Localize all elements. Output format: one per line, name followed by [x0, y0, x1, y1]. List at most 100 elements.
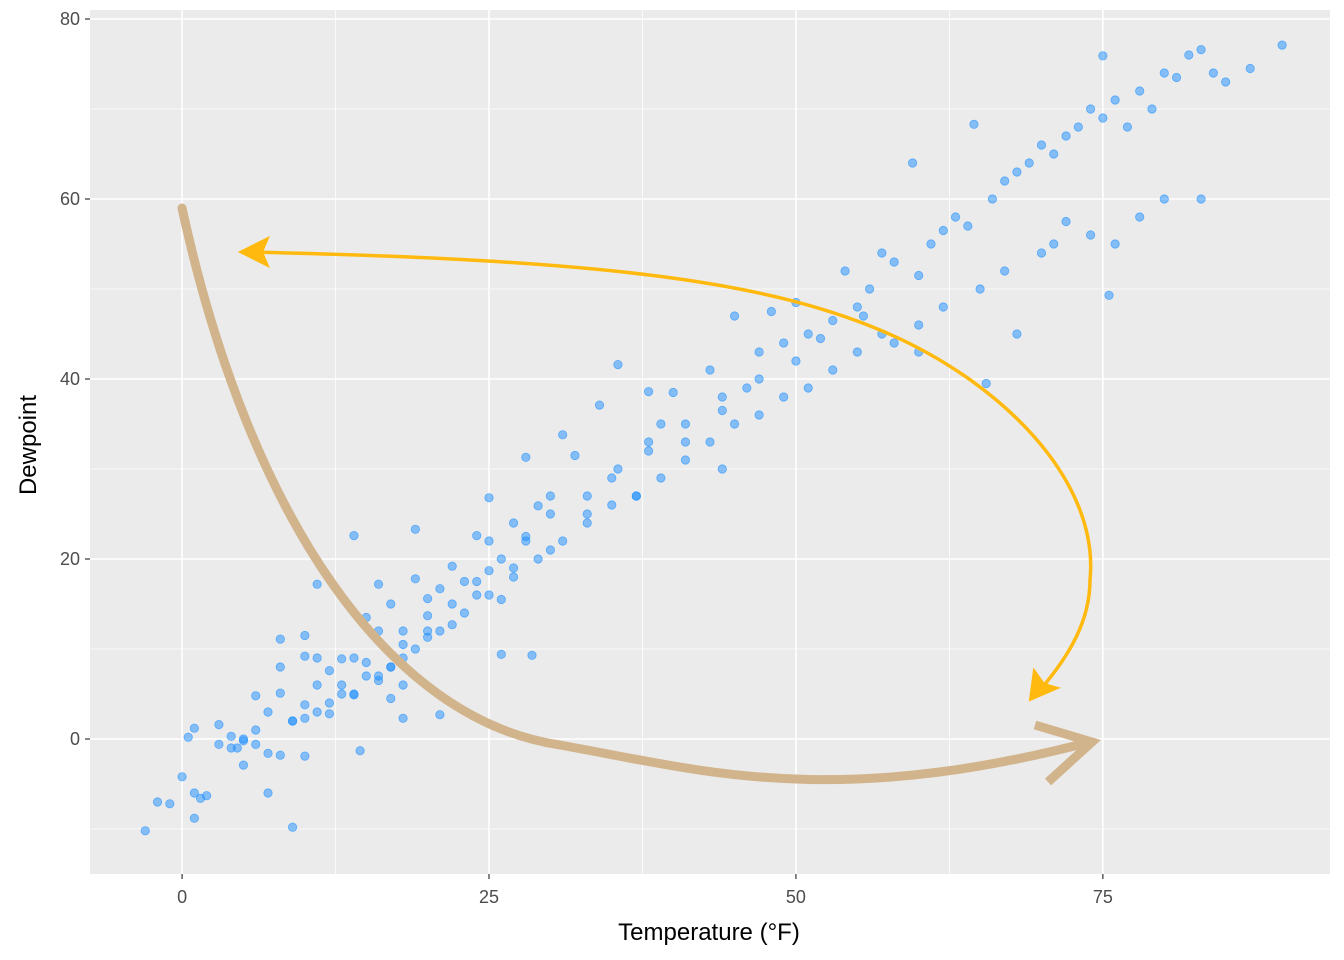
- data-point: [349, 689, 359, 699]
- data-point: [484, 493, 494, 503]
- data-point: [312, 653, 322, 663]
- data-point: [275, 750, 285, 760]
- data-point: [644, 437, 654, 447]
- data-points: [140, 40, 1287, 836]
- data-point: [140, 826, 150, 836]
- data-point: [447, 620, 457, 630]
- data-point: [226, 743, 236, 753]
- x-tick-label: 0: [177, 887, 187, 907]
- data-point: [189, 813, 199, 823]
- data-point: [656, 419, 666, 429]
- x-tick-label: 75: [1093, 887, 1113, 907]
- data-point: [963, 221, 973, 231]
- data-point: [459, 608, 470, 618]
- data-point: [828, 315, 838, 326]
- data-point: [1104, 290, 1114, 300]
- data-point: [865, 284, 875, 294]
- data-point: [754, 374, 764, 384]
- data-point: [312, 680, 322, 690]
- data-point: [594, 400, 605, 410]
- data-point: [238, 734, 249, 744]
- data-point: [1122, 122, 1133, 132]
- data-point: [1073, 122, 1083, 132]
- data-point: [447, 599, 457, 609]
- data-point: [717, 405, 727, 416]
- data-point: [275, 662, 285, 672]
- data-point: [1277, 40, 1287, 50]
- data-point: [926, 239, 936, 249]
- data-point: [324, 709, 335, 719]
- data-point: [435, 710, 445, 720]
- data-point: [177, 772, 187, 782]
- y-tick-label: 40: [60, 369, 80, 389]
- data-point: [1085, 230, 1096, 240]
- arrow-annotation: [177, 203, 1095, 785]
- data-point: [496, 594, 506, 605]
- data-point: [423, 626, 433, 636]
- data-point: [1135, 86, 1145, 96]
- data-point: [1036, 248, 1047, 258]
- data-point: [410, 574, 420, 584]
- data-point: [852, 347, 862, 357]
- data-point: [914, 270, 924, 281]
- data-point: [373, 671, 384, 681]
- data-point: [545, 545, 555, 555]
- data-point: [1184, 50, 1194, 60]
- arrow-annotations: [177, 203, 1101, 786]
- data-point: [729, 311, 740, 321]
- data-point: [975, 284, 985, 294]
- data-point: [613, 464, 623, 474]
- data-point: [791, 356, 801, 366]
- data-point: [1159, 194, 1169, 204]
- data-point: [938, 302, 948, 312]
- data-point: [840, 266, 850, 276]
- data-point: [496, 554, 506, 564]
- data-point: [251, 691, 261, 701]
- data-point: [423, 611, 433, 621]
- data-point: [914, 320, 924, 330]
- data-point: [582, 509, 592, 519]
- data-point: [472, 530, 482, 541]
- data-point: [950, 212, 961, 222]
- data-point: [656, 473, 666, 483]
- data-point: [263, 707, 273, 717]
- data-point: [312, 579, 322, 589]
- data-point: [987, 194, 997, 204]
- data-point: [410, 644, 420, 654]
- data-point: [858, 311, 869, 321]
- data-point: [1221, 77, 1231, 87]
- data-point: [729, 419, 740, 429]
- data-point: [803, 383, 813, 393]
- data-point: [398, 680, 408, 690]
- data-point: [447, 561, 457, 571]
- data-point: [815, 333, 826, 344]
- data-point: [263, 788, 273, 798]
- y-tick-label: 60: [60, 189, 80, 209]
- data-point: [527, 650, 537, 660]
- data-point: [828, 365, 838, 375]
- data-point: [582, 491, 592, 501]
- data-point: [508, 518, 519, 528]
- data-point: [1000, 176, 1010, 186]
- data-point: [1085, 104, 1096, 114]
- data-point: [889, 338, 899, 348]
- data-point: [779, 338, 789, 348]
- data-point: [459, 576, 470, 587]
- data-point: [337, 689, 347, 699]
- data-point: [386, 693, 396, 704]
- data-point: [521, 536, 531, 546]
- arrowhead: [1033, 720, 1101, 786]
- data-point: [324, 698, 335, 708]
- arrow-annotation: [248, 250, 1093, 582]
- data-point: [754, 410, 764, 420]
- data-point: [545, 491, 555, 501]
- data-point: [1208, 68, 1218, 78]
- data-point: [533, 554, 543, 564]
- data-point: [386, 599, 396, 609]
- data-point: [152, 797, 163, 807]
- data-point: [877, 248, 887, 258]
- data-point: [705, 437, 715, 447]
- data-point: [668, 387, 678, 398]
- data-point: [680, 455, 691, 465]
- data-point: [484, 590, 494, 600]
